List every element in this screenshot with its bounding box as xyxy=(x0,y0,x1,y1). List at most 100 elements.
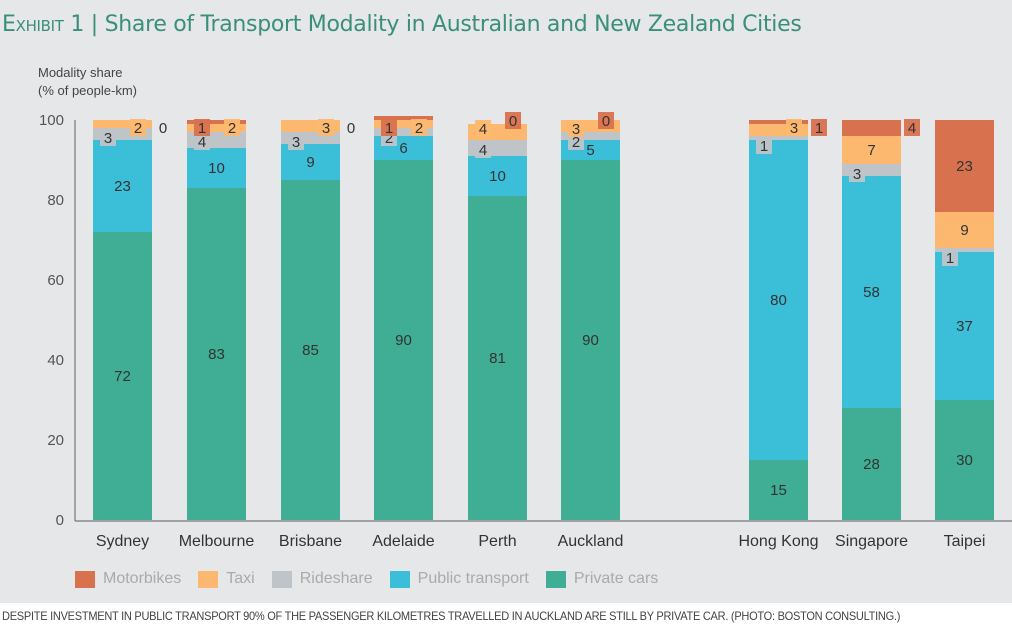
x-tick-label: Brisbane xyxy=(279,533,342,550)
bar-segment-private-cars xyxy=(749,460,808,520)
legend-label: Public transport xyxy=(417,570,529,587)
data-label-motorbikes: 4 xyxy=(908,120,916,137)
y-tick-label: 100 xyxy=(39,112,64,129)
exhibit-label: Exhibit 1 xyxy=(2,12,85,37)
legend-swatch xyxy=(389,570,410,588)
y-axis-label: Modality share (% of people-km) xyxy=(38,64,137,100)
data-label-motorbikes: 0 xyxy=(347,120,355,137)
bar-segment-rideshare xyxy=(561,132,620,140)
data-label-bg xyxy=(318,119,334,136)
caption-band xyxy=(0,603,1012,630)
legend-label: Motorbikes xyxy=(103,570,182,587)
data-label-taxi: 3 xyxy=(322,120,330,137)
bar-segment-private-cars xyxy=(935,400,994,520)
data-label-rideshare: 1 xyxy=(760,138,768,155)
data-label-rideshare: 3 xyxy=(853,166,861,183)
legend: Motorbikes Taxi Rideshare Public transport P… xyxy=(75,570,675,588)
y-tick-label: 20 xyxy=(47,432,64,449)
data-label-rideshare: 4 xyxy=(479,142,487,159)
bar-segment-taxi xyxy=(93,120,152,128)
data-label-bg xyxy=(100,129,116,146)
bar-segment-public-transport xyxy=(187,148,246,188)
data-label-bg xyxy=(942,249,958,266)
data-label-public-transport: 9 xyxy=(306,154,314,171)
data-label-bg xyxy=(904,119,920,136)
data-label-bg xyxy=(849,165,865,182)
y-tick-label: 0 xyxy=(56,512,64,529)
data-label-rideshare: 4 xyxy=(198,134,206,151)
bar-segment-motorbikes xyxy=(935,120,994,212)
bar-segment-motorbikes xyxy=(374,116,433,120)
data-label-public-transport: 80 xyxy=(770,292,787,309)
x-tick-label: Taipei xyxy=(944,533,986,550)
data-label-bg xyxy=(411,119,427,136)
legend-item-motorbikes: Motorbikes xyxy=(75,570,181,588)
data-label-taxi: 2 xyxy=(134,120,142,137)
bar-segment-private-cars xyxy=(281,180,340,520)
legend-item-rideshare: Rideshare xyxy=(271,570,373,588)
data-label-public-transport: 10 xyxy=(208,160,225,177)
data-label-private-cars: 90 xyxy=(395,332,412,349)
data-label-public-transport: 37 xyxy=(956,318,973,335)
legend-swatch xyxy=(75,570,95,588)
y-tick-label: 60 xyxy=(47,272,64,289)
data-label-private-cars: 90 xyxy=(582,332,599,349)
caption: DESPITE INVESTMENT IN PUBLIC TRANSPORT 9… xyxy=(2,609,901,623)
bar-segment-public-transport xyxy=(468,156,527,196)
data-label-rideshare: 3 xyxy=(104,130,112,147)
data-label-public-transport: 6 xyxy=(399,140,407,157)
data-label-rideshare: 1 xyxy=(946,250,954,267)
bar-segment-taxi xyxy=(842,136,901,164)
data-label-bg xyxy=(568,120,584,137)
data-label-bg xyxy=(568,133,584,150)
data-label-bg xyxy=(194,119,210,136)
x-tick-label: Singapore xyxy=(835,533,908,550)
data-label-taxi: 3 xyxy=(790,120,798,137)
data-label-private-cars: 28 xyxy=(863,456,880,473)
data-label-bg xyxy=(505,112,521,129)
data-label-bg xyxy=(811,119,827,136)
data-label-bg xyxy=(288,133,304,150)
x-tick-label: Adelaide xyxy=(372,533,434,550)
data-label-taxi: 2 xyxy=(228,120,236,137)
data-label-public-transport: 10 xyxy=(489,168,506,185)
title-separator: | xyxy=(90,12,98,37)
data-label-bg xyxy=(475,141,491,158)
legend-item-taxi: Taxi xyxy=(198,570,255,588)
data-label-bg xyxy=(130,119,146,136)
data-label-private-cars: 30 xyxy=(956,452,973,469)
bar-segment-rideshare xyxy=(935,248,994,252)
data-label-bg xyxy=(224,119,240,136)
x-tick-label: Hong Kong xyxy=(738,533,818,550)
legend-item-public-transport: Public transport xyxy=(389,570,529,588)
x-tick-label: Auckland xyxy=(558,533,624,550)
data-label-private-cars: 85 xyxy=(302,342,319,359)
bar-segment-rideshare xyxy=(374,128,433,136)
data-label-motorbikes: 23 xyxy=(956,158,973,175)
legend-swatch xyxy=(271,570,292,588)
data-label-motorbikes: 1 xyxy=(198,120,206,137)
bar-segment-private-cars xyxy=(561,160,620,520)
bar-segment-public-transport xyxy=(935,252,994,400)
bar-segment-taxi xyxy=(187,124,246,132)
bar-segment-private-cars xyxy=(187,188,246,520)
x-tick-label: Perth xyxy=(478,533,516,550)
data-label-bg xyxy=(756,137,772,154)
data-label-private-cars: 83 xyxy=(208,346,225,363)
data-label-private-cars: 72 xyxy=(114,368,131,385)
bar-segment-motorbikes xyxy=(749,120,808,124)
data-label-public-transport: 5 xyxy=(586,142,594,159)
legend-swatch xyxy=(198,570,219,588)
data-label-motorbikes: 1 xyxy=(385,120,393,137)
bar-segment-private-cars xyxy=(468,196,527,520)
legend-label: Taxi xyxy=(226,570,255,587)
data-label-rideshare: 3 xyxy=(292,134,300,151)
data-label-taxi: 3 xyxy=(572,121,580,138)
legend-swatch xyxy=(545,570,566,588)
data-label-public-transport: 58 xyxy=(863,284,880,301)
y-tick-label: 80 xyxy=(47,192,64,209)
bar-segment-rideshare xyxy=(749,136,808,140)
data-label-taxi: 7 xyxy=(867,142,875,159)
legend-item-private-cars: Private cars xyxy=(545,570,658,588)
